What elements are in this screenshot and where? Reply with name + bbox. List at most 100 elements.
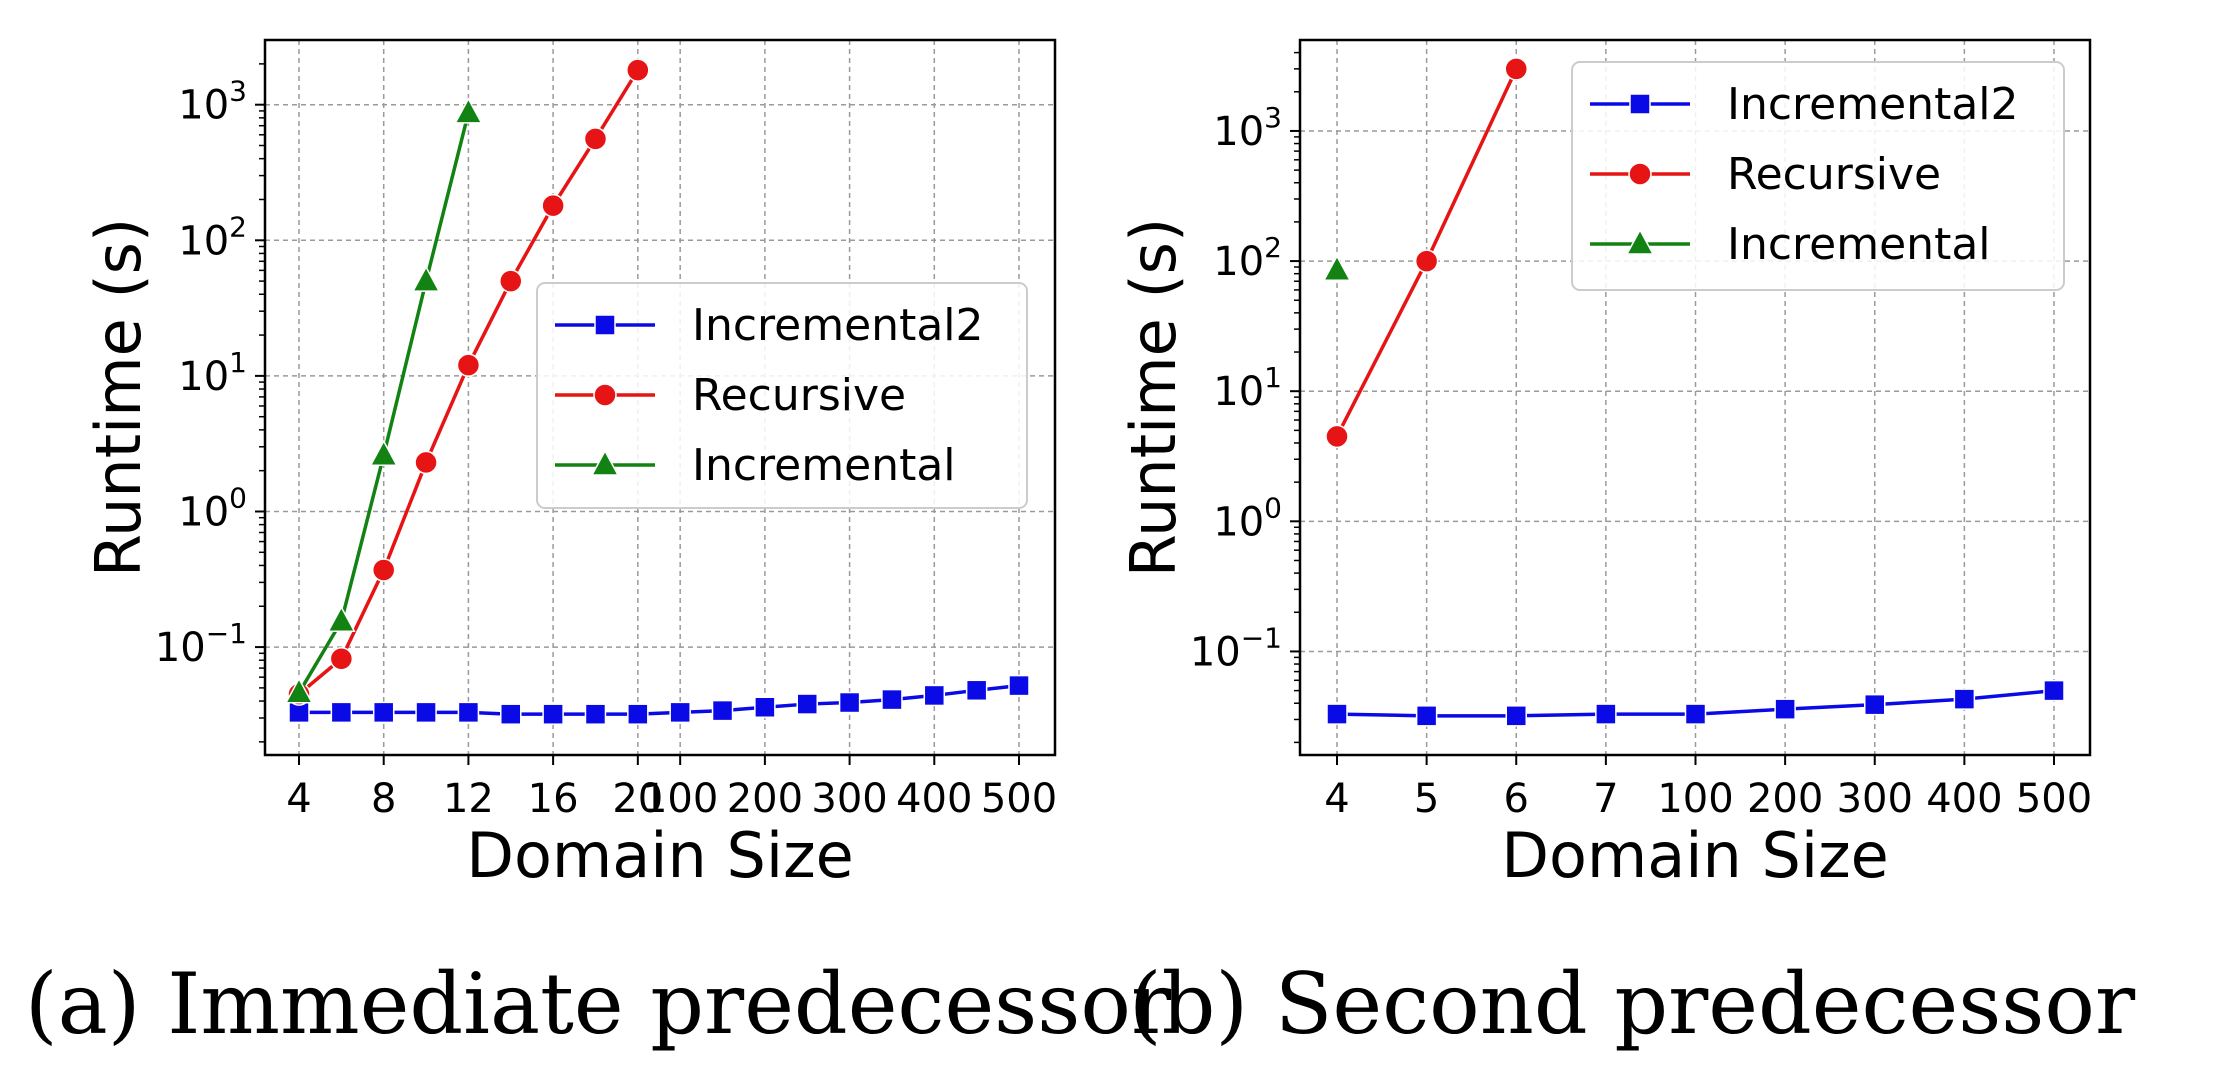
y-tick-exponent: 0 [229, 481, 247, 514]
data-point [627, 703, 649, 725]
y-tick-base: 10 [178, 489, 229, 535]
data-point [457, 701, 480, 724]
data-point [754, 696, 776, 718]
y-tick-label: 103 [178, 75, 247, 129]
data-point [626, 58, 650, 82]
x-tick-label: 100 [1657, 776, 1733, 822]
data-point [881, 688, 903, 711]
data-point [372, 701, 395, 724]
data-point [327, 605, 356, 633]
grid [265, 40, 1055, 755]
data-point [1415, 705, 1438, 727]
y-tick-exponent: 3 [1264, 101, 1282, 134]
x-axis-label: Domain Size [1501, 819, 1889, 892]
legend-marker [593, 383, 617, 407]
legend-label: Recursive [692, 370, 906, 421]
legend-label: Incremental [692, 440, 956, 491]
series-incremental2 [1326, 679, 2065, 727]
caption-a: (a) Immediate predecessor [25, 955, 1172, 1053]
y-axis-label: Runtime (s) [1117, 218, 1190, 577]
data-point [711, 699, 734, 722]
data-point [1864, 693, 1886, 716]
y-tick-label: 10−1 [1190, 621, 1282, 675]
legend-label: Recursive [1727, 149, 1941, 200]
data-point [542, 703, 564, 725]
data-point [1505, 705, 1527, 727]
x-tick-label: 16 [528, 776, 579, 822]
y-tick-base: 10 [1213, 499, 1264, 545]
y-tick-exponent: 1 [1264, 361, 1282, 394]
data-point [541, 193, 565, 218]
y-tick-base: 10 [1213, 239, 1264, 285]
series-line [299, 683, 1020, 716]
x-tick-label: 500 [981, 776, 1057, 822]
data-point [329, 647, 354, 671]
series-incremental [1322, 254, 1352, 282]
y-tick-base: 10 [178, 354, 229, 400]
y-tick-base: 10 [155, 625, 206, 671]
data-point [1008, 674, 1030, 697]
legend-marker [1628, 162, 1652, 186]
y-tick-exponent: 1 [229, 346, 247, 379]
data-point [371, 558, 396, 582]
y-tick-exponent: 2 [1264, 231, 1282, 264]
series-recursive [1325, 57, 1528, 449]
data-point [1774, 698, 1796, 720]
legend: Incremental2 Recursive Incremental [1571, 61, 2065, 291]
data-point [456, 353, 481, 377]
x-tick-label: 5 [1414, 776, 1439, 822]
data-point [1326, 703, 1348, 725]
data-point [500, 703, 522, 725]
data-point [583, 127, 608, 151]
x-tick-label: 7 [1593, 776, 1618, 822]
data-point [584, 703, 607, 725]
series-incremental2 [288, 674, 1030, 725]
y-tick-base: 10 [1190, 629, 1241, 675]
x-tick-label: 6 [1504, 776, 1529, 822]
legend: Incremental2 Recursive Incremental [536, 282, 1028, 509]
y-tick-label: 102 [178, 210, 247, 264]
legend-box [1571, 61, 2065, 291]
y-axis-label: Runtime (s) [82, 218, 155, 577]
data-point [796, 693, 818, 715]
y-tick-label: 102 [1213, 231, 1282, 285]
x-tick-label: 300 [811, 776, 887, 822]
data-point [923, 684, 946, 707]
y-tick-exponent: −1 [1241, 621, 1282, 654]
y-tick-label: 10−1 [155, 617, 247, 671]
data-point [1414, 249, 1439, 273]
data-point [1322, 254, 1352, 282]
data-point [330, 701, 353, 724]
data-point [454, 97, 483, 124]
data-point [965, 679, 988, 702]
caption-b: (b) Second predecessor [1129, 955, 2136, 1053]
y-tick-label: 100 [178, 481, 247, 535]
x-tick-label: 400 [896, 776, 972, 822]
data-point [1953, 688, 1976, 710]
x-tick-label: 20 [612, 776, 663, 822]
x-tick-label: 100 [642, 776, 718, 822]
data-point [1504, 57, 1528, 81]
data-point [2043, 679, 2065, 702]
data-point [415, 701, 437, 724]
data-point [1595, 703, 1617, 725]
legend-label: Incremental [1727, 219, 1991, 270]
y-tick-base: 10 [178, 83, 229, 129]
data-point [499, 269, 523, 293]
x-tick-label: 400 [1926, 776, 2002, 822]
x-tick-label: 4 [1324, 776, 1349, 822]
x-tick-label: 200 [727, 776, 803, 822]
series-incremental [284, 97, 483, 704]
y-tick-base: 10 [1213, 369, 1264, 415]
legend-marker [1629, 93, 1651, 115]
data-point [369, 439, 398, 466]
y-tick-label: 103 [1213, 101, 1282, 155]
legend-marker [1625, 228, 1655, 255]
y-tick-base: 10 [1213, 109, 1264, 155]
x-tick-label: 4 [286, 776, 311, 822]
y-tick-label: 101 [1213, 361, 1282, 415]
data-point [1325, 424, 1349, 449]
